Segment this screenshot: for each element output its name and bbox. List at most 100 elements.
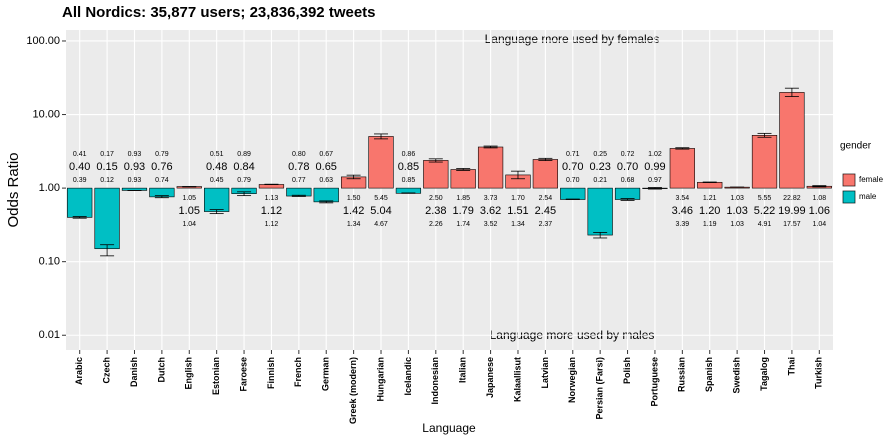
upper-label: 1.05 [182, 195, 196, 202]
upper-label: 1.03 [730, 195, 744, 202]
lower-label: 0.63 [319, 177, 333, 184]
x-tick-label: Spanish [704, 357, 714, 392]
value-label: 5.04 [370, 205, 391, 217]
lower-label: 0.45 [210, 177, 224, 184]
value-label: 19.99 [778, 205, 806, 217]
x-tick-label: Kalaallisut [512, 357, 522, 402]
bar [614, 187, 641, 200]
lower-label: 3.39 [676, 221, 690, 228]
bar [560, 187, 586, 200]
lower-label: 0.93 [128, 177, 142, 184]
legend-swatch [842, 173, 856, 187]
lower-label: 3.52 [484, 221, 498, 228]
value-label: 0.70 [617, 161, 638, 173]
value-label: 0.65 [316, 161, 337, 173]
bar [94, 187, 120, 250]
upper-label: 1.21 [703, 195, 717, 202]
bar [669, 148, 695, 189]
x-tick-label: Czech [101, 357, 111, 384]
x-tick-label: Greek (modern) [348, 357, 358, 424]
value-label: 5.22 [754, 205, 775, 217]
value-label: 0.99 [644, 161, 665, 173]
x-tick-label: Dutch [156, 357, 166, 383]
x-tick-label: Persian (Farsi) [595, 357, 605, 420]
x-tick-label: Estonian [211, 357, 221, 395]
y-tick-label: 100.00 [26, 35, 60, 47]
lower-label: 0.74 [155, 177, 169, 184]
upper-label: 1.50 [347, 195, 361, 202]
upper-label: 0.80 [292, 151, 306, 158]
value-label: 3.62 [480, 205, 501, 217]
x-tick-label: Norwegian [567, 357, 577, 403]
x-tick-label: Italian [458, 357, 468, 383]
upper-label: 0.72 [621, 151, 635, 158]
lower-label: 1.04 [812, 221, 826, 228]
upper-label: 1.70 [511, 195, 525, 202]
upper-label: 5.55 [758, 195, 772, 202]
lower-label: 0.70 [566, 177, 580, 184]
x-tick-label: Hungarian [375, 357, 385, 402]
lower-label: 0.97 [648, 177, 662, 184]
bar [423, 160, 449, 189]
y-tick-label: 10.00 [32, 108, 60, 120]
value-label: 0.84 [233, 161, 254, 173]
x-tick-label: English [184, 357, 194, 390]
upper-label: 0.41 [73, 151, 87, 158]
bar [204, 187, 230, 212]
lower-label: 4.67 [374, 221, 388, 228]
value-label: 1.12 [261, 205, 282, 217]
x-tick-label: Polish [622, 357, 632, 384]
panel [66, 30, 833, 350]
x-axis-label: Language [422, 421, 476, 435]
x-tick-label: French [293, 357, 303, 387]
value-label: 2.45 [535, 205, 556, 217]
upper-label: 2.54 [539, 195, 553, 202]
legend-title: gender [840, 141, 872, 152]
x-tick-label: Faroese [238, 357, 248, 392]
upper-label: 22.82 [783, 195, 801, 202]
x-tick-label: Arabic [74, 357, 84, 385]
value-label: 1.42 [343, 205, 364, 217]
x-tick-label: Icelandic [403, 357, 413, 396]
value-label: 1.79 [452, 205, 473, 217]
bar [532, 159, 559, 189]
lower-label: 1.74 [456, 221, 470, 228]
upper-label: 0.71 [566, 151, 580, 158]
legend-swatch [842, 190, 856, 204]
legend-label: female [859, 175, 884, 184]
lower-label: 0.39 [73, 177, 87, 184]
value-label: 0.78 [288, 161, 309, 173]
upper-label: 0.79 [155, 151, 169, 158]
x-tick-label: Latvian [540, 357, 550, 389]
lower-label: 0.12 [100, 177, 114, 184]
bar [751, 135, 778, 189]
upper-label: 2.50 [429, 195, 443, 202]
value-label: 0.23 [589, 161, 610, 173]
upper-label: 3.73 [484, 195, 498, 202]
upper-label: 0.25 [593, 151, 607, 158]
upper-label: 0.67 [319, 151, 333, 158]
value-label: 1.51 [507, 205, 528, 217]
x-tick-label: Swedish [732, 357, 742, 394]
value-label: 1.20 [699, 205, 720, 217]
value-label: 0.40 [69, 161, 90, 173]
bar [450, 169, 476, 189]
x-tick-label: Indonesian [430, 357, 440, 405]
x-tick-label: Thai [786, 357, 796, 376]
bar [395, 187, 422, 194]
bar [67, 187, 93, 218]
value-label: 2.38 [425, 205, 446, 217]
lower-label: 1.19 [703, 221, 717, 228]
y-tick-label: 0.10 [39, 256, 60, 268]
value-label: 1.05 [179, 205, 200, 217]
x-tick-label: Japanese [485, 357, 495, 398]
x-tick-label: Turkish [814, 357, 824, 389]
value-label: 0.70 [562, 161, 583, 173]
lower-label: 1.04 [182, 221, 196, 228]
lower-label: 1.03 [730, 221, 744, 228]
upper-label: 1.08 [812, 195, 826, 202]
value-label: 3.46 [672, 205, 693, 217]
y-axis-label: Odds Ratio [5, 152, 22, 227]
annotation: Language more used by females [485, 32, 660, 46]
